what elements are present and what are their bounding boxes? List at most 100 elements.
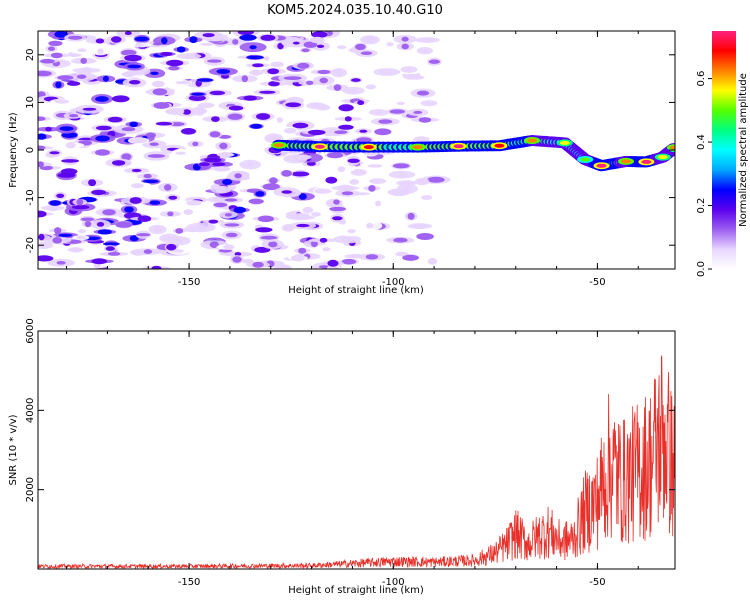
heatmap-cell: [398, 180, 415, 186]
heatmap-cell: [76, 198, 84, 206]
heatmap-cell: [398, 171, 406, 178]
heatmap-cell: [38, 70, 52, 77]
heatmap-cell: [168, 65, 180, 71]
ridge-peak-cell: [494, 143, 505, 148]
heatmap-cell: [95, 96, 109, 102]
heatmap-cell: [69, 114, 79, 118]
heatmap-cell: [189, 36, 198, 44]
heatmap-cell: [329, 206, 347, 212]
heatmap-cell: [191, 92, 205, 96]
heatmap-cell: [209, 90, 226, 96]
snr-panel: -150 -100 -50 2000 4000 6000 Height of straig…: [8, 318, 676, 596]
heatmap-cell: [152, 88, 168, 96]
heatmap-cell: [291, 254, 305, 262]
heatmap-cell: [150, 71, 159, 76]
y-tick-label: 4000: [25, 398, 36, 423]
heatmap-cell: [355, 43, 366, 51]
heatmap-cell: [413, 110, 423, 114]
heatmap-cell: [267, 68, 280, 75]
heatmap-cell: [200, 42, 215, 46]
heatmap-cell: [256, 113, 271, 120]
heatmap-cell: [209, 241, 219, 248]
heatmap-cell: [97, 229, 112, 235]
ridge-peak-cell: [641, 159, 652, 164]
ridge-peak-cell: [453, 144, 464, 149]
heatmap-cell: [209, 131, 221, 138]
heatmap-cell: [270, 61, 284, 68]
heatmap-cell: [153, 102, 170, 109]
heatmap-cell: [202, 33, 215, 38]
heatmap-cell: [412, 223, 428, 229]
heatmap-cell: [310, 212, 321, 217]
heatmap-cell: [143, 249, 153, 254]
heatmap-cell: [418, 117, 432, 123]
heatmap-cell: [121, 49, 137, 56]
heatmap-cell: [255, 227, 273, 233]
heatmap-cell: [325, 176, 338, 184]
heatmap-cell: [196, 224, 206, 231]
heatmap-cell: [68, 35, 83, 40]
heatmap-cell: [356, 137, 372, 144]
heatmap-cell: [151, 265, 162, 269]
heatmap-cell: [95, 125, 112, 131]
heatmap-cell: [322, 247, 331, 252]
heatmap-cell: [136, 233, 151, 237]
heatmap-cell: [54, 31, 68, 38]
heatmap-cell: [38, 210, 47, 218]
heatmap-cell: [310, 102, 322, 109]
heatmap-cell: [204, 157, 222, 163]
heatmap-cell: [78, 229, 87, 234]
y-tick-label: 0: [25, 147, 36, 153]
heatmap-cell: [88, 179, 97, 187]
x-tick-label: -100: [382, 577, 405, 588]
heatmap-cell: [416, 233, 434, 240]
heatmap-cell: [379, 69, 395, 75]
heatmap-cell: [216, 69, 231, 74]
heatmap-cell: [121, 153, 132, 161]
heatmap-cell: [310, 240, 318, 248]
heatmap-cell: [254, 246, 271, 253]
heatmap-cell: [281, 190, 293, 194]
snr-background: [38, 331, 675, 569]
heatmap-cell: [197, 102, 215, 109]
heatmap-cell: [224, 223, 240, 227]
heatmap-cell: [183, 209, 194, 216]
heatmap-cell: [211, 116, 220, 122]
heatmap-cell: [38, 161, 44, 168]
heatmap-cell: [91, 258, 108, 265]
heatmap-cell: [234, 173, 242, 179]
heatmap-cell: [306, 161, 316, 166]
heatmap-cell: [296, 223, 310, 228]
y-tick-label: 6000: [25, 318, 36, 343]
heatmap-cell: [365, 254, 379, 260]
heatmap-cell: [185, 53, 193, 59]
heatmap-cell: [241, 259, 254, 264]
heatmap-cell: [237, 31, 254, 35]
x-tick-label: -50: [589, 277, 605, 288]
heatmap-cell: [57, 75, 74, 81]
y-tick-label: -20: [25, 237, 36, 253]
heatmap-cell: [369, 178, 387, 184]
heatmap-cell: [77, 74, 87, 79]
heatmap-cell: [232, 39, 239, 45]
snr-ticks: -150 -100 -50 2000 4000 6000: [25, 318, 675, 588]
heatmap-cell: [166, 243, 177, 251]
heatmap-cell: [176, 46, 186, 53]
heatmap-cell: [95, 149, 110, 156]
heatmap-cell: [58, 233, 73, 237]
x-tick-label: -150: [178, 577, 201, 588]
heatmap-cell: [402, 185, 412, 192]
heatmap-cell: [163, 236, 176, 241]
ridge-peak-cell: [527, 138, 538, 143]
heatmap-cell: [420, 100, 438, 107]
heatmap-cell: [38, 233, 45, 241]
heatmap-cell: [319, 237, 328, 243]
heatmap-cell: [337, 166, 346, 172]
heatmap-cell: [336, 45, 347, 50]
heatmap-cell: [360, 51, 373, 55]
colorbar-tick-label: 0.4: [696, 134, 707, 150]
ridge-peak-cell: [670, 145, 675, 150]
heatmap-cell: [317, 70, 331, 74]
heatmap-cell: [198, 162, 211, 167]
